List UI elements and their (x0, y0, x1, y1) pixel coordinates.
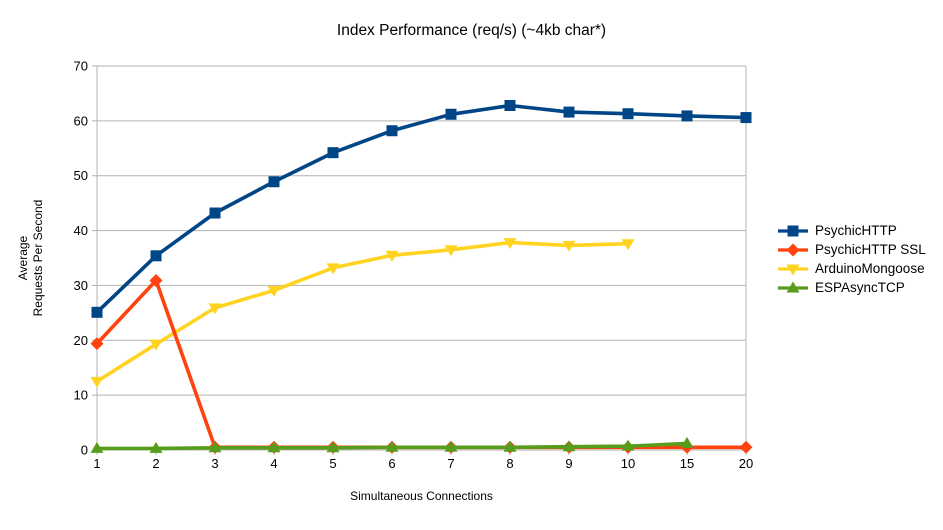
square-marker-icon (504, 99, 516, 111)
series-line-psychichttp (95, 103, 748, 315)
square-marker-icon (386, 125, 398, 137)
triangle-up-marker-icon (562, 440, 576, 452)
square-marker-icon (681, 110, 693, 122)
triangle-down-marker-icon (267, 285, 281, 297)
diamond-marker-icon (739, 440, 753, 454)
diamond-marker-icon (149, 273, 163, 287)
square-marker-icon (740, 112, 752, 124)
y-tick-label: 40 (74, 223, 88, 238)
triangle-down-marker-icon (385, 250, 399, 262)
chart-title: Index Performance (req/s) (~4kb char*) (336, 22, 607, 39)
x-tick-label: 6 (388, 456, 395, 471)
square-marker-icon (150, 250, 162, 262)
x-tick-label: 9 (565, 456, 572, 471)
x-axis-title: Simultaneous Connections (350, 489, 493, 503)
x-tick-label: 8 (506, 456, 513, 471)
triangle-up-marker-icon (621, 439, 635, 451)
triangle-up-marker-icon (680, 436, 694, 448)
y-tick-label: 30 (74, 278, 88, 293)
y-tick-label: 10 (74, 388, 88, 403)
square-marker-icon (268, 176, 280, 188)
x-tick-label: 4 (270, 456, 277, 471)
series-line-arduinomongoose (95, 240, 630, 384)
x-tick-label: 20 (739, 456, 753, 471)
triangle-down-marker-icon (90, 376, 104, 388)
triangle-down-marker-icon (786, 264, 800, 276)
y-tick-label: 50 (74, 168, 88, 183)
triangle-down-marker-icon (149, 339, 163, 351)
triangle-up-marker-icon (326, 441, 340, 453)
triangle-up-marker-icon (385, 440, 399, 452)
legend-label-psychichttp: PsychicHTTP (815, 223, 897, 238)
y-tick-label: 70 (74, 59, 88, 74)
triangle-up-marker-icon (267, 441, 281, 453)
x-tick-label: 7 (447, 456, 454, 471)
triangle-down-marker-icon (208, 303, 222, 315)
x-tick-label: 5 (329, 456, 336, 471)
diamond-marker-icon (778, 243, 808, 257)
legend-item-espasynctcp: ESPAsyncTCP (777, 281, 926, 295)
legend-label-arduinomongoose: ArduinoMongoose (815, 261, 925, 276)
legend-label-psychichttp-ssl: PsychicHTTP SSL (815, 242, 926, 257)
legend-label-espasynctcp: ESPAsyncTCP (815, 280, 905, 295)
square-marker-icon (778, 225, 808, 237)
x-tick-label: 1 (93, 456, 100, 471)
y-tick-label: 20 (74, 333, 88, 348)
triangle-up-marker-icon (503, 440, 517, 452)
square-marker-icon (563, 106, 575, 118)
triangle-down-marker-icon (778, 264, 808, 276)
series-markers-arduinomongoose (90, 238, 635, 388)
series-markers-psychichttp (91, 99, 752, 318)
square-marker-icon (327, 147, 339, 159)
triangle-down-marker-icon (562, 240, 576, 252)
x-tick-label: 3 (211, 456, 218, 471)
x-tick-label: 15 (680, 456, 694, 471)
square-marker-icon (622, 108, 634, 120)
series-line-psychichttp-ssl (95, 278, 748, 450)
series-markers-espasynctcp (90, 436, 694, 453)
triangle-up-marker-icon (444, 440, 458, 452)
triangle-down-marker-icon (444, 245, 458, 257)
triangle-down-marker-icon (326, 263, 340, 275)
legend: PsychicHTTP PsychicHTTP SSL ArduinoMongo… (777, 224, 926, 295)
triangle-down-marker-icon (503, 238, 517, 250)
x-tick-label: 10 (621, 456, 635, 471)
diamond-marker-icon (786, 243, 800, 257)
diamond-marker-icon (90, 337, 104, 351)
triangle-up-marker-icon (786, 281, 800, 293)
triangle-up-marker-icon (778, 281, 808, 293)
triangle-up-marker-icon (90, 441, 104, 453)
square-marker-icon (787, 225, 799, 237)
square-marker-icon (445, 108, 457, 120)
legend-item-psychichttp: PsychicHTTP (777, 224, 926, 238)
triangle-down-marker-icon (621, 239, 635, 251)
x-tick-label: 2 (152, 456, 159, 471)
square-marker-icon (209, 207, 221, 219)
legend-item-psychichttp-ssl: PsychicHTTP SSL (777, 243, 926, 257)
y-tick-label: 0 (81, 443, 88, 458)
y-tick-label: 60 (74, 113, 88, 128)
legend-item-arduinomongoose: ArduinoMongoose (777, 262, 926, 276)
triangle-up-marker-icon (149, 441, 163, 453)
square-marker-icon (91, 306, 103, 318)
triangle-up-marker-icon (208, 441, 222, 453)
series-markers-psychichttp-ssl (90, 273, 753, 454)
